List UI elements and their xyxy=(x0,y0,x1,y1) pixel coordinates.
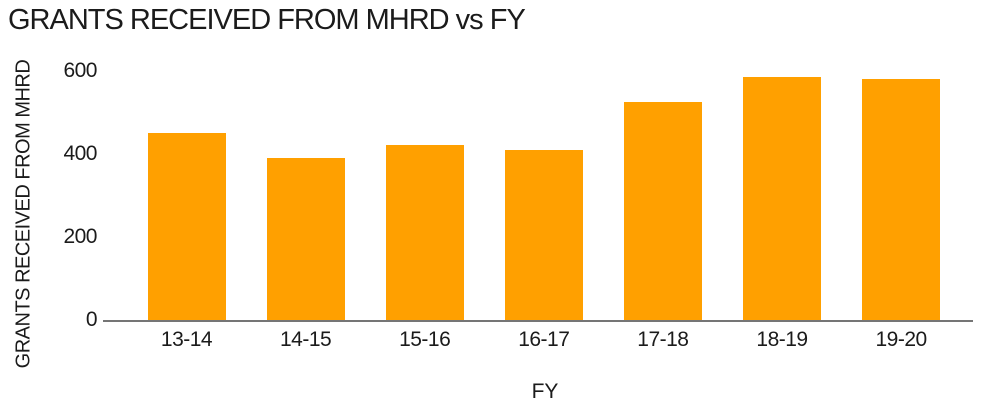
x-tick-label: 14-15 xyxy=(279,328,332,351)
chart-title: GRANTS RECEIVED FROM MHRD vs FY xyxy=(8,4,526,36)
x-axis-title: FY xyxy=(531,380,559,403)
y-tick-label: 200 xyxy=(63,224,97,248)
bar-17-18 xyxy=(623,101,702,320)
y-tick-label: 0 xyxy=(85,308,98,331)
x-tick-label: 18-19 xyxy=(756,328,808,351)
y-tick-label: 600 xyxy=(63,58,97,82)
x-tick-label: 15-16 xyxy=(399,328,451,351)
y-tick-label: 400 xyxy=(63,141,97,165)
bar-19-20 xyxy=(862,78,941,320)
x-tick-label: 16-17 xyxy=(518,328,570,351)
x-tick-label: 19-20 xyxy=(875,328,927,351)
bar-15-16 xyxy=(385,145,464,320)
bar-13-14 xyxy=(147,132,226,320)
x-tick-label: 13-14 xyxy=(160,328,213,351)
bar-14-15 xyxy=(266,157,345,320)
x-tick-label: 17-18 xyxy=(637,328,689,351)
bar-16-17 xyxy=(504,149,583,320)
x-axis-line xyxy=(103,320,973,322)
bar-18-19 xyxy=(743,76,821,320)
